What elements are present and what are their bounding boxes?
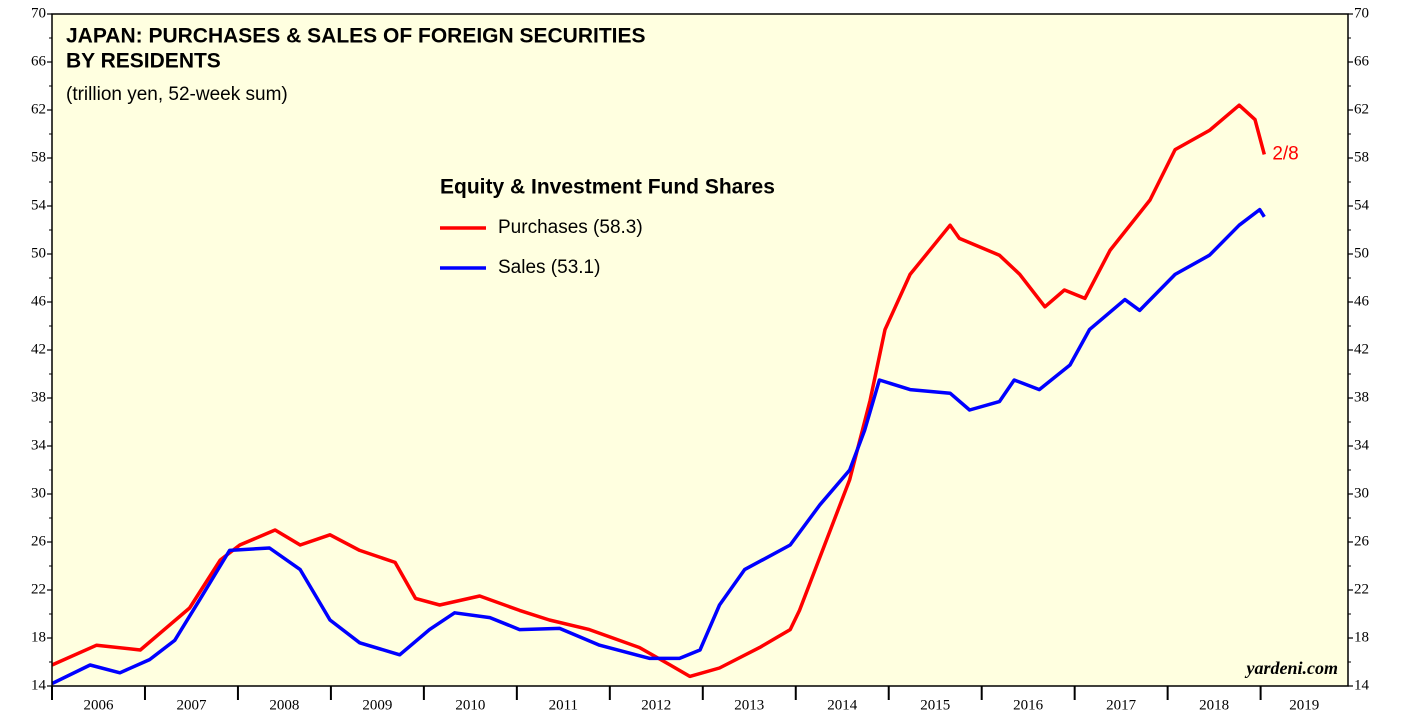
y2-tick-label: 18 (1354, 629, 1369, 645)
y2-tick-label: 22 (1354, 581, 1369, 597)
x-tick-label: 2011 (549, 697, 578, 713)
x-tick-label: 2010 (455, 697, 485, 713)
y-tick-label: 18 (31, 629, 46, 645)
x-tick-label: 2009 (362, 697, 392, 713)
y-tick-label: 22 (31, 581, 46, 597)
x-tick-label: 2007 (176, 697, 207, 713)
y-tick-label: 26 (31, 533, 47, 549)
y-tick-label: 38 (31, 389, 46, 405)
x-tick-label: 2018 (1199, 697, 1229, 713)
y-tick-label: 46 (31, 293, 47, 309)
y2-tick-label: 26 (1354, 533, 1370, 549)
chart-subtitle: (trillion yen, 52-week sum) (66, 84, 288, 105)
series-line (51, 207, 1266, 686)
legend-label: Purchases (58.3) (498, 217, 643, 238)
legend-title: Equity & Investment Fund Shares (440, 176, 775, 199)
y-tick-label: 50 (31, 245, 46, 261)
y-tick-label: 54 (31, 197, 47, 213)
y2-tick-label: 30 (1354, 485, 1369, 501)
plot-background (52, 14, 1348, 686)
y2-tick-label: 14 (1354, 677, 1370, 693)
chart-title: BY RESIDENTS (66, 50, 221, 73)
source: yardeni.com (1245, 658, 1339, 678)
y2-tick-label: 54 (1354, 197, 1370, 213)
x-tick-label: 2016 (1013, 697, 1044, 713)
x-tick-label: 2017 (1106, 697, 1137, 713)
y2-tick-label: 58 (1354, 149, 1369, 165)
y-tick-label: 42 (31, 341, 46, 357)
x-tick-label: 2015 (920, 697, 950, 713)
x-tick-label: 2019 (1289, 697, 1319, 713)
x-tick-label: 2014 (827, 697, 858, 713)
x-tick-label: 2008 (269, 697, 299, 713)
y-tick-label: 66 (31, 53, 47, 69)
y2-tick-label: 38 (1354, 389, 1369, 405)
y-tick-label: 30 (31, 485, 46, 501)
y2-tick-label: 34 (1354, 437, 1370, 453)
y2-tick-label: 46 (1354, 293, 1370, 309)
x-tick-label: 2013 (734, 697, 764, 713)
y-tick-label: 34 (31, 437, 47, 453)
y2-tick-label: 50 (1354, 245, 1369, 261)
series-line (51, 103, 1266, 679)
y-tick-label: 62 (31, 101, 46, 117)
y-tick-label: 14 (31, 677, 47, 693)
y-tick-label: 58 (31, 149, 46, 165)
annotation: 2/8 (1272, 143, 1298, 164)
y-tick-label: 70 (31, 5, 46, 21)
y2-tick-label: 62 (1354, 101, 1369, 117)
legend-label: Sales (53.1) (498, 257, 600, 278)
x-tick-label: 2012 (641, 697, 671, 713)
chart-title: JAPAN: PURCHASES & SALES OF FOREIGN SECU… (66, 25, 646, 48)
y2-tick-label: 42 (1354, 341, 1369, 357)
plot (51, 103, 1266, 686)
y2-tick-label: 70 (1354, 5, 1369, 21)
x-tick-label: 2006 (83, 697, 114, 713)
y2-tick-label: 66 (1354, 53, 1370, 69)
